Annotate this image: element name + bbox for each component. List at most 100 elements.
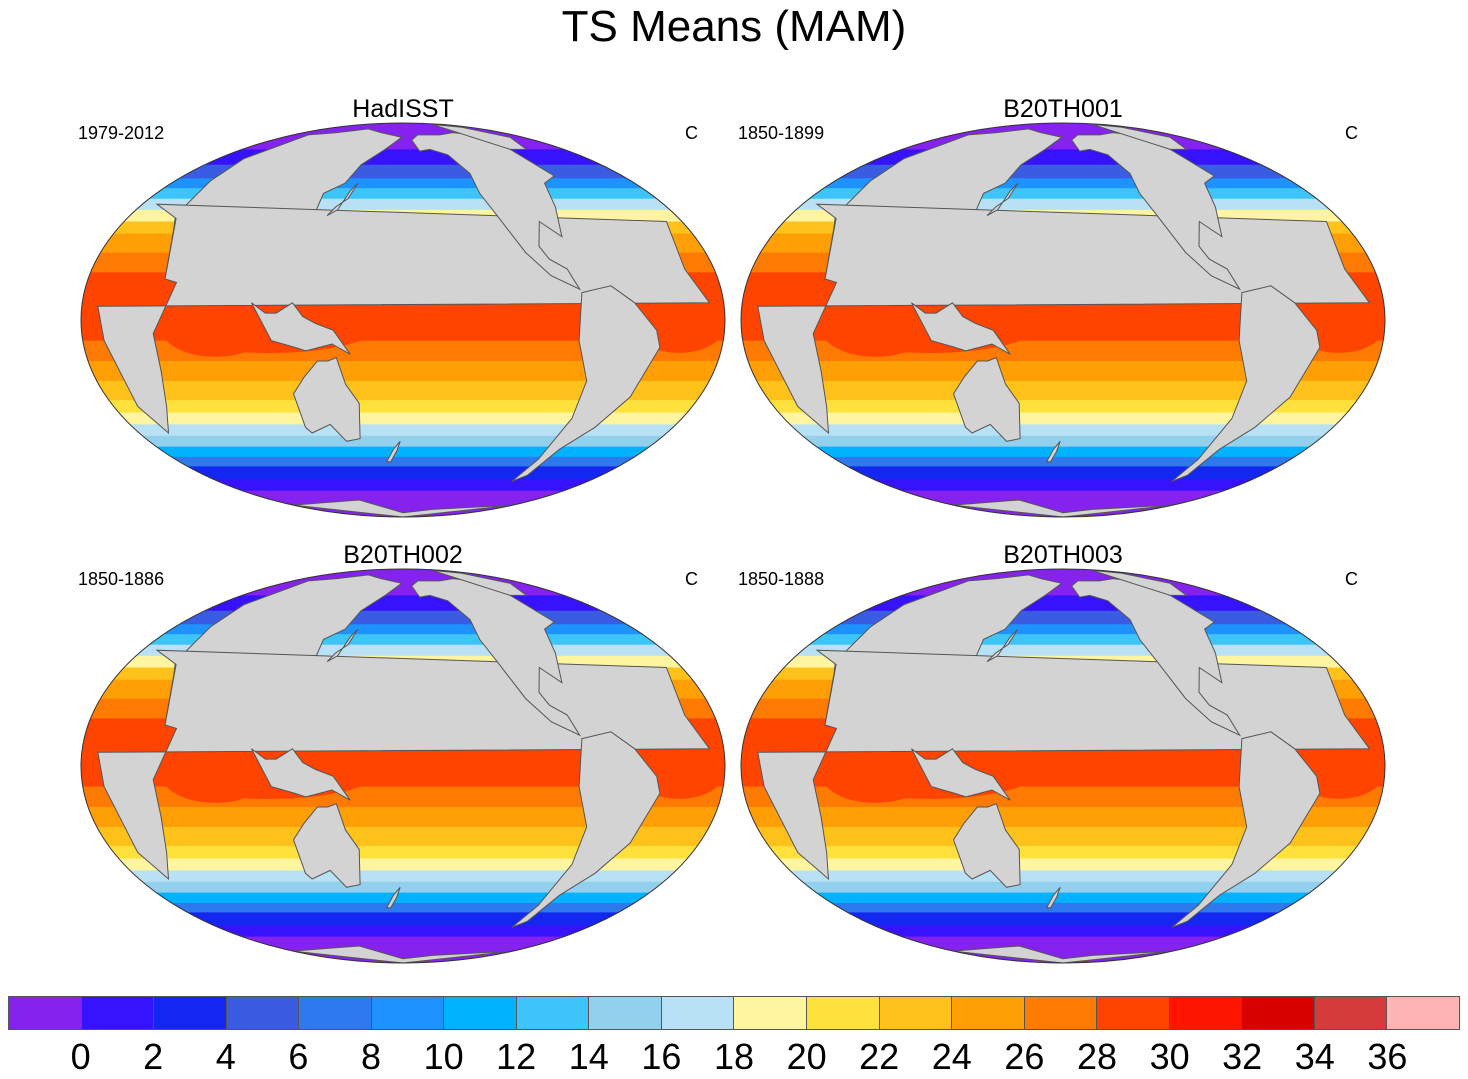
landmass-greenland <box>433 124 528 150</box>
map-border <box>740 568 1386 964</box>
sst-band <box>741 610 1385 625</box>
sst-band <box>81 178 725 189</box>
landmass-australia <box>952 356 1021 442</box>
colorbar-box <box>9 997 82 1029</box>
sst-band <box>81 858 725 871</box>
colorbar-tick-label: 30 <box>1149 1036 1190 1077</box>
panel-title: B20TH001 <box>1003 95 1123 123</box>
panel-units: C <box>685 569 698 589</box>
sst-band <box>741 624 1385 635</box>
landmass-greenland <box>1093 124 1188 150</box>
colorbar-tick-label: 28 <box>1076 1036 1118 1077</box>
landmass-japan <box>326 628 359 663</box>
sst-band <box>741 198 1385 211</box>
colorbar-box <box>1387 997 1459 1029</box>
landmass-indonesia <box>911 748 1011 801</box>
sst-band <box>81 925 725 938</box>
landmass-australia <box>952 802 1021 888</box>
sst-band <box>81 595 725 612</box>
sst-band <box>741 644 1385 657</box>
colorbar-box <box>1024 997 1098 1029</box>
landmass-africa <box>757 649 1371 881</box>
landmass-africa <box>97 203 711 435</box>
colorbar-box <box>444 997 517 1029</box>
panel-units: C <box>685 123 698 143</box>
sst-band <box>81 826 725 847</box>
landmass-samerica <box>511 731 661 928</box>
sst-band <box>81 634 725 646</box>
sst-band <box>741 858 1385 871</box>
panel-period: 1850-1886 <box>78 569 165 589</box>
world-map <box>80 122 726 518</box>
panel-period: 1850-1899 <box>738 123 825 143</box>
sst-band <box>81 380 725 401</box>
landmass-samerica <box>1171 285 1321 482</box>
colorbar-box <box>371 997 445 1029</box>
warm-pool <box>160 296 271 357</box>
world-map <box>80 568 726 964</box>
landmass-indonesia <box>911 302 1011 355</box>
sst-band <box>81 412 725 425</box>
sst-band <box>741 569 1385 596</box>
sst-band <box>741 881 1385 894</box>
colorbar <box>8 996 1460 1030</box>
landmass-greenland <box>433 570 528 596</box>
colorbar-box <box>952 997 1025 1029</box>
colorbar-tick-label: 2 <box>143 1036 164 1077</box>
sst-band <box>741 188 1385 200</box>
colorbar-box <box>1097 997 1170 1029</box>
landmass-japan <box>986 628 1019 663</box>
colorbar-tick-label: 22 <box>859 1036 900 1077</box>
sst-band <box>741 446 1385 458</box>
panel-period: 1979-2012 <box>78 123 165 143</box>
colorbar-box <box>1242 997 1315 1029</box>
sst-band <box>81 624 725 635</box>
map-panel-hadisst: HadISST 1979-2012 C <box>78 95 728 540</box>
landmass-samerica <box>1171 731 1321 928</box>
landmass-samerica <box>511 285 661 482</box>
sst-band <box>81 435 725 448</box>
panel-period: 1850-1888 <box>738 569 825 589</box>
landmass-greenland <box>1093 570 1188 596</box>
landmass-japan <box>986 182 1019 217</box>
sst-band <box>81 902 725 913</box>
landmass-antarctica <box>292 945 514 963</box>
sst-band <box>741 912 1385 926</box>
sst-band <box>741 892 1385 904</box>
colorbar-tick-label: 12 <box>496 1036 537 1077</box>
colorbar-box <box>589 997 662 1029</box>
colorbar-box <box>226 997 300 1029</box>
colorbar-tick-label: 10 <box>423 1036 464 1077</box>
colorbar-box <box>1314 997 1388 1029</box>
landmass-indonesia <box>251 302 351 355</box>
landmass-australia <box>292 356 361 442</box>
landmass-africa <box>97 649 711 881</box>
colorbar-box <box>879 997 953 1029</box>
sst-band <box>741 826 1385 847</box>
colorbar-box <box>154 997 227 1029</box>
panel-title: B20TH003 <box>1003 541 1123 569</box>
colorbar-box <box>807 997 880 1029</box>
sst-band <box>81 644 725 657</box>
landmass-nz <box>385 440 401 463</box>
colorbar-tick-label: 20 <box>786 1036 827 1077</box>
sst-band <box>741 902 1385 913</box>
landmass-indonesia <box>251 748 351 801</box>
panel-title: HadISST <box>352 95 454 123</box>
colorbar-box <box>734 997 808 1029</box>
map-panel-b20th003: B20TH003 1850-1888 C <box>738 541 1388 986</box>
sst-band <box>81 870 725 883</box>
colorbar-box <box>661 997 735 1029</box>
colorbar-tick-label: 16 <box>641 1036 682 1077</box>
figure-title: TS Means (MAM) <box>561 2 907 51</box>
sst-band <box>741 456 1385 467</box>
colorbar-box <box>299 997 372 1029</box>
panel-units: C <box>1345 569 1358 589</box>
colorbar-tick-label: 26 <box>1004 1036 1045 1077</box>
colorbar-labels: 0 2 4 6 8 10 12 14 16 18 20 22 24 26 28 30 32 34 36 <box>0 1036 1468 1078</box>
landmass-nz <box>385 886 401 909</box>
sst-band <box>81 610 725 625</box>
world-map <box>740 122 1386 518</box>
panel-units: C <box>1345 123 1358 143</box>
sst-band <box>81 466 725 480</box>
